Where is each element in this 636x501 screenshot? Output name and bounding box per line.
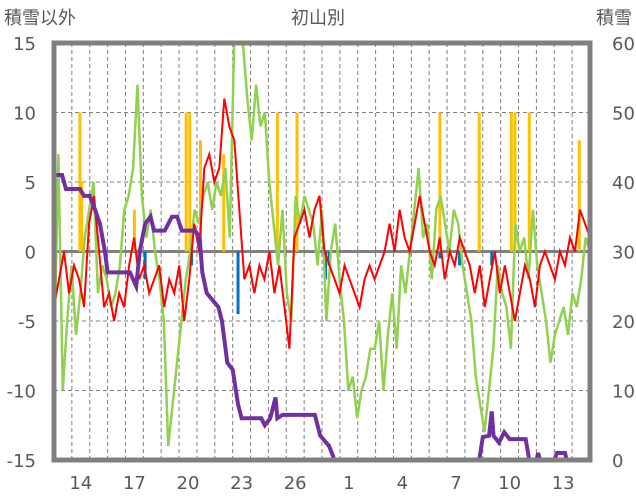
grid bbox=[54, 43, 590, 460]
blue-bar bbox=[236, 251, 240, 315]
yellow-bar bbox=[438, 112, 442, 252]
x-tick-label: 4 bbox=[397, 473, 408, 494]
yellow-bar bbox=[199, 140, 203, 252]
yellow-bar bbox=[577, 140, 581, 252]
right-tick-label: 0 bbox=[612, 451, 623, 472]
right-tick-label: 40 bbox=[612, 173, 635, 194]
yellow-bar bbox=[80, 182, 84, 252]
x-tick-label: 1 bbox=[343, 473, 354, 494]
blue-bar bbox=[458, 251, 462, 266]
yellow-bar bbox=[222, 154, 226, 252]
blue-bar bbox=[324, 251, 328, 280]
blue-bar bbox=[490, 251, 494, 266]
yellow-bar bbox=[295, 112, 299, 252]
yellow-bar bbox=[509, 112, 513, 252]
right-tick-label: 60 bbox=[612, 34, 635, 55]
purple-series-line bbox=[54, 173, 590, 462]
left-tick-label: 10 bbox=[13, 104, 36, 125]
right-tick-label: 10 bbox=[612, 382, 635, 403]
yellow-bar bbox=[188, 112, 192, 252]
x-tick-label: 10 bbox=[498, 473, 521, 494]
left-axis-title: 積雪以外 bbox=[4, 8, 76, 29]
bars bbox=[78, 112, 581, 315]
left-tick-label: -10 bbox=[7, 382, 36, 403]
right-tick-label: 20 bbox=[612, 312, 635, 333]
x-tick-label: 20 bbox=[177, 473, 200, 494]
x-tick-label: 14 bbox=[69, 473, 92, 494]
yellow-bar bbox=[132, 209, 136, 252]
left-tick-label: 5 bbox=[25, 173, 36, 194]
left-tick-label: 0 bbox=[25, 243, 36, 264]
x-tick-label: 13 bbox=[552, 473, 575, 494]
yellow-bar bbox=[78, 112, 82, 252]
chart-title: 初山別 bbox=[291, 8, 345, 29]
yellow-bar bbox=[275, 112, 279, 252]
yellow-bar bbox=[527, 112, 531, 252]
x-tick-label: 17 bbox=[123, 473, 146, 494]
plot-frame bbox=[51, 40, 593, 463]
lines bbox=[52, 41, 592, 462]
yellow-bar bbox=[513, 112, 517, 252]
left-tick-label: 15 bbox=[13, 34, 36, 55]
x-tick-label: 26 bbox=[284, 473, 307, 494]
blue-bar bbox=[438, 251, 442, 259]
red-series-line bbox=[53, 98, 591, 349]
right-tick-label: 30 bbox=[612, 243, 635, 264]
left-tick-label: -5 bbox=[18, 312, 36, 333]
right-tick-label: 50 bbox=[612, 104, 635, 125]
x-tick-label: 23 bbox=[230, 473, 253, 494]
left-tick-label: -15 bbox=[7, 451, 36, 472]
yellow-bar bbox=[477, 112, 481, 252]
right-axis-title: 積雪 bbox=[596, 8, 632, 29]
yellow-bar bbox=[184, 112, 188, 252]
x-tick-label: 7 bbox=[450, 473, 461, 494]
